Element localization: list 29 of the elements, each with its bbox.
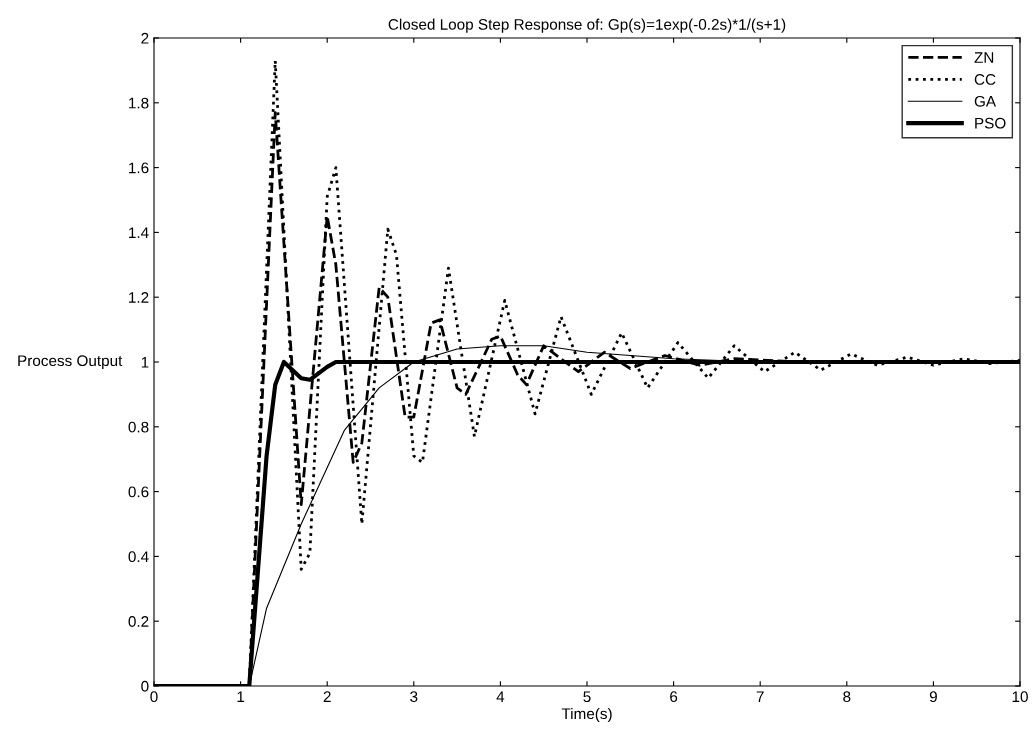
y-tick-label: 0.4 [128, 551, 149, 563]
x-tick-label: 7 [756, 691, 764, 702]
y-tick-label: 0.6 [128, 486, 149, 498]
legend-label: GA [974, 95, 997, 107]
x-tick-label: 6 [670, 691, 678, 703]
y-tick-label: 1.4 [129, 227, 149, 238]
x-tick-label: 10 [1012, 691, 1028, 703]
x-tick-label: 0 [150, 691, 158, 703]
legend-label: CC [974, 74, 996, 85]
y-tick-label: 0.8 [128, 421, 149, 433]
x-tick-label: 4 [496, 691, 505, 702]
legend-label: PSO [975, 117, 1006, 129]
x-tick-label: 8 [843, 691, 851, 703]
y-tick-label: 0 [141, 680, 149, 692]
x-axis-title: Time(s) [561, 707, 612, 723]
x-tick-label: 2 [323, 691, 331, 702]
x-tick-label: 5 [583, 691, 591, 703]
y-tick-label: 1.6 [129, 162, 149, 174]
chart-title: Closed Loop Step Response of: Gp(s)=1exp(-0.2s)*1/(s+1) [388, 18, 786, 33]
legend-label: ZN [974, 52, 994, 63]
y-tick-label: 2 [141, 32, 149, 44]
y-tick-label: 0.2 [128, 616, 149, 627]
y-tick-label: 1 [141, 357, 149, 368]
y-axis-title: Process Output [18, 355, 123, 370]
x-tick-label: 1 [237, 691, 245, 702]
y-tick-label: 1.8 [129, 97, 149, 109]
x-tick-label: 3 [410, 691, 418, 703]
x-tick-label: 9 [929, 691, 937, 703]
y-tick-label: 1.2 [129, 292, 149, 303]
